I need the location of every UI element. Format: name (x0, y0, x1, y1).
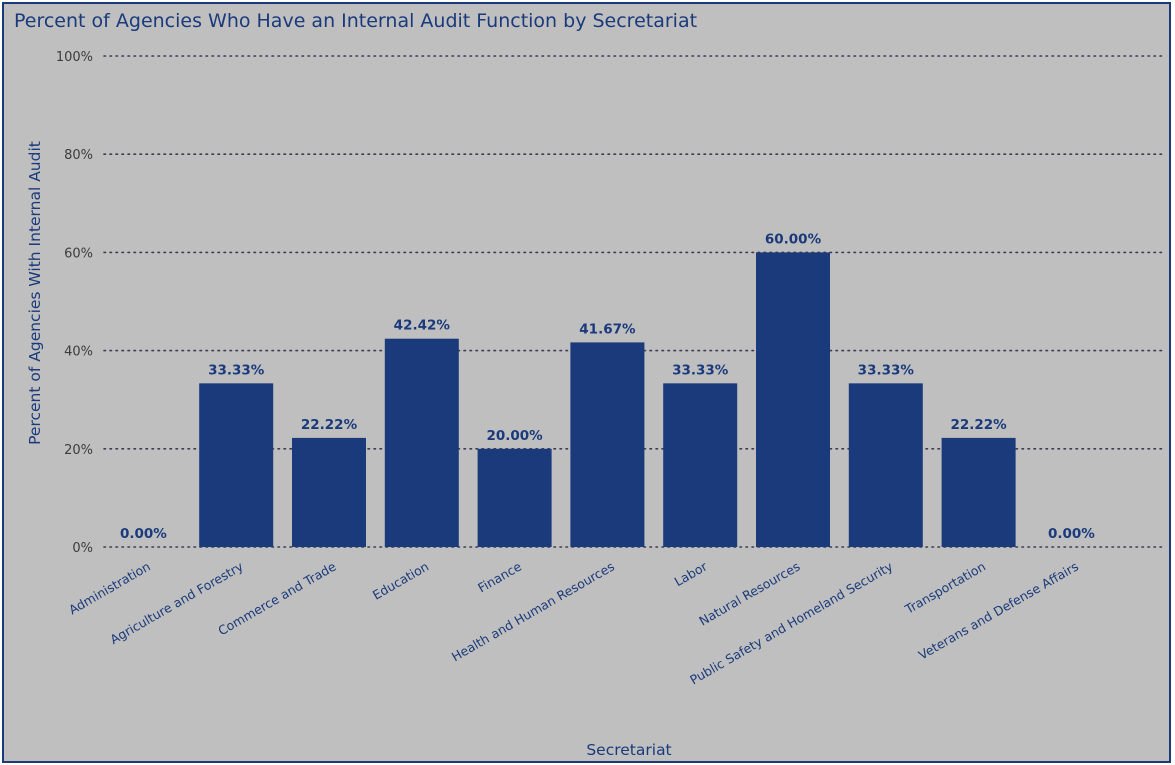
y-tick-label: 80% (64, 148, 93, 163)
bar (941, 437, 1016, 547)
bar (663, 383, 738, 547)
y-tick-label: 20% (64, 443, 93, 458)
y-axis-ticks: 0% 20% 40% 60% 80% 100% (56, 50, 93, 556)
data-label: 33.33% (672, 362, 729, 378)
bars (199, 252, 1016, 547)
x-axis-title: Secretariat (586, 741, 671, 759)
x-tick-label: Finance (475, 558, 524, 595)
x-tick-label: Labor (672, 558, 711, 589)
bar (848, 383, 923, 547)
data-labels: 0.00% 33.33% 22.22% 42.42% 20.00% 41.67% 33.33… (120, 231, 1095, 542)
x-tick-label: Education (370, 559, 431, 603)
x-tick-label: Veterans and Defense Affairs (916, 559, 1081, 663)
data-label: 22.22% (301, 417, 358, 433)
data-label: 20.00% (486, 428, 543, 444)
data-label: 60.00% (765, 231, 822, 247)
data-label: 0.00% (1048, 526, 1095, 542)
data-label: 42.42% (394, 318, 451, 334)
y-tick-label: 100% (56, 50, 93, 65)
y-axis-title: Percent of Agencies With Internal Audit (26, 141, 44, 445)
y-tick-label: 60% (64, 246, 93, 261)
bar-chart: 0% 20% 40% 60% 80% 100% 0.00% 33.33% 22.22% 42.4… (26, 50, 1167, 759)
data-label: 33.33% (208, 362, 265, 378)
x-tick-label: Transportation (902, 559, 989, 618)
data-label: 33.33% (858, 362, 915, 378)
y-tick-label: 0% (72, 541, 93, 556)
bar (292, 437, 366, 547)
y-tick-label: 40% (64, 345, 93, 360)
chart-title: Percent of Agencies Who Have an Internal… (14, 10, 698, 32)
data-label: 22.22% (950, 417, 1007, 433)
bar (570, 342, 645, 547)
data-label: 0.00% (120, 526, 167, 542)
x-tick-label: Administration (66, 559, 153, 618)
bar (756, 252, 830, 547)
x-tick-label: Health and Human Resources (449, 559, 617, 665)
bar (384, 338, 459, 547)
bar (477, 448, 552, 547)
data-label: 41.67% (579, 321, 636, 337)
bar (199, 383, 274, 547)
